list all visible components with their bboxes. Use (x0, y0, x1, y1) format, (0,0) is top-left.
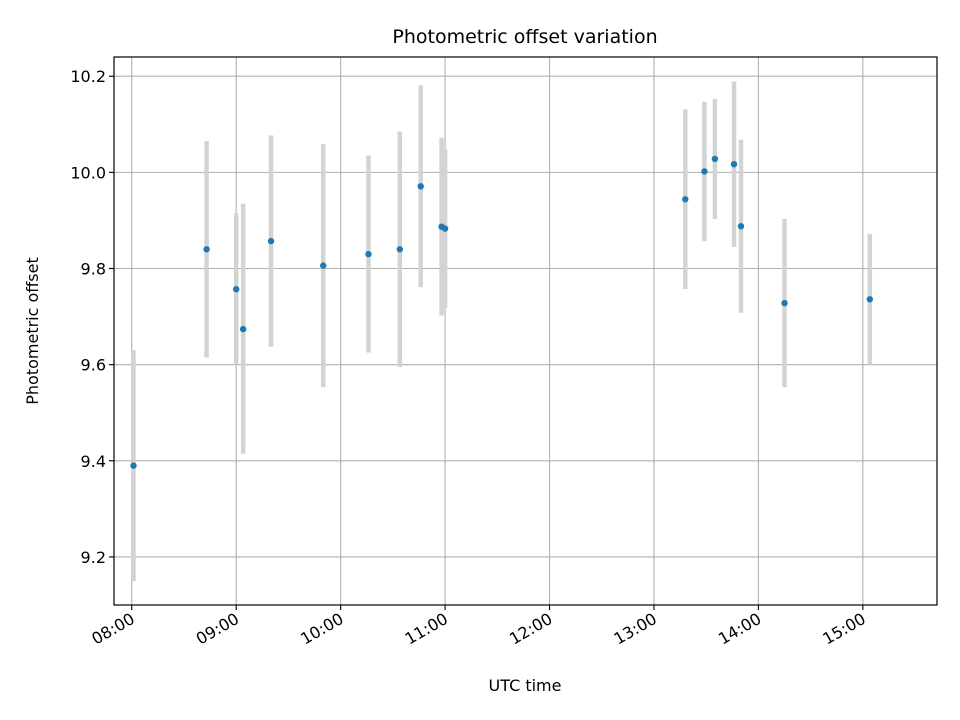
grid (114, 57, 937, 605)
y-tick-label: 9.4 (81, 452, 106, 471)
data-point (711, 155, 719, 163)
plot-frame (113, 56, 938, 606)
y-axis-ticks: 9.2 9.4 9.6 9.8 10.0 10.2 (70, 67, 114, 567)
chart-title: Photometric offset variation (392, 26, 657, 48)
y-tick-label: 9.6 (81, 356, 106, 375)
data-point (701, 168, 708, 175)
data-point (130, 462, 137, 469)
data-point (866, 296, 874, 303)
x-axis-label: UTC time (489, 676, 562, 695)
data-points (130, 155, 874, 469)
data-point (737, 223, 745, 230)
data-point (267, 237, 275, 245)
y-tick-label: 10.0 (70, 163, 106, 182)
y-axis-label: Photometric offset (23, 257, 42, 405)
data-point (730, 160, 738, 168)
y-tick-label: 10.2 (70, 67, 106, 86)
y-tick-label: 9.2 (81, 548, 106, 567)
y-tick-label: 9.8 (81, 260, 106, 279)
data-point (417, 183, 424, 190)
data-point (203, 246, 210, 253)
data-point (396, 246, 404, 253)
data-point (239, 325, 247, 333)
data-point (320, 262, 327, 269)
data-point (682, 196, 689, 203)
data-point (232, 285, 240, 293)
data-point (441, 225, 449, 232)
data-point (781, 299, 788, 307)
data-point (365, 250, 372, 258)
